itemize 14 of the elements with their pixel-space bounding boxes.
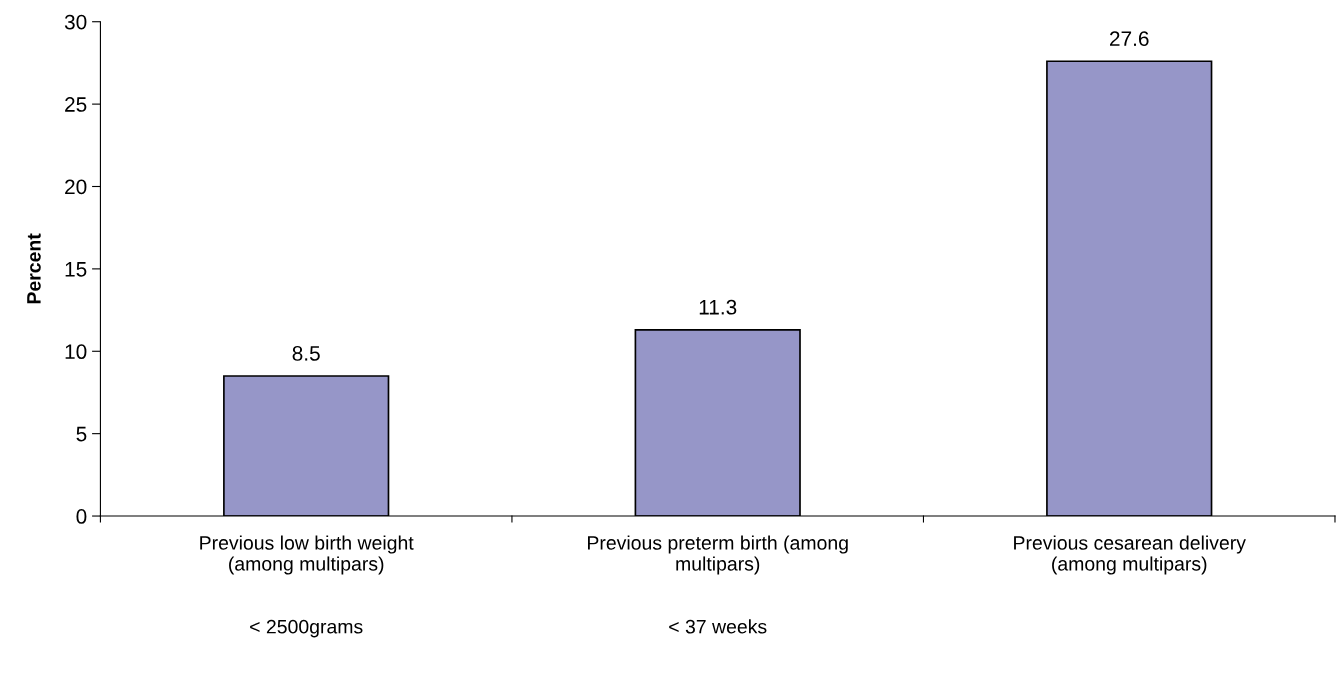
- y-tick-label: 20: [65, 179, 87, 195]
- data-label: 11.3: [699, 299, 737, 315]
- data-label: 27.6: [1110, 31, 1149, 47]
- category-label: Previous low birth weight (among multipars) < 2500grams: [200, 535, 414, 638]
- x-tick-label: Previous cesarean delivery (among multipars): [1014, 535, 1246, 575]
- y-axis-title: Percent: [27, 233, 41, 304]
- y-tick-label: 30: [64, 14, 87, 30]
- y-tick-label: 25: [65, 97, 87, 112]
- y-tick-label: 10: [65, 344, 87, 360]
- y-tick-label: 0: [76, 509, 87, 524]
- category-label: Previous preterm birth (among multipars) < 37 weeks: [588, 535, 848, 634]
- data-label: 8.5: [292, 346, 320, 361]
- y-tick-label: 5: [76, 426, 87, 442]
- y-tick-label: 15: [65, 262, 87, 277]
